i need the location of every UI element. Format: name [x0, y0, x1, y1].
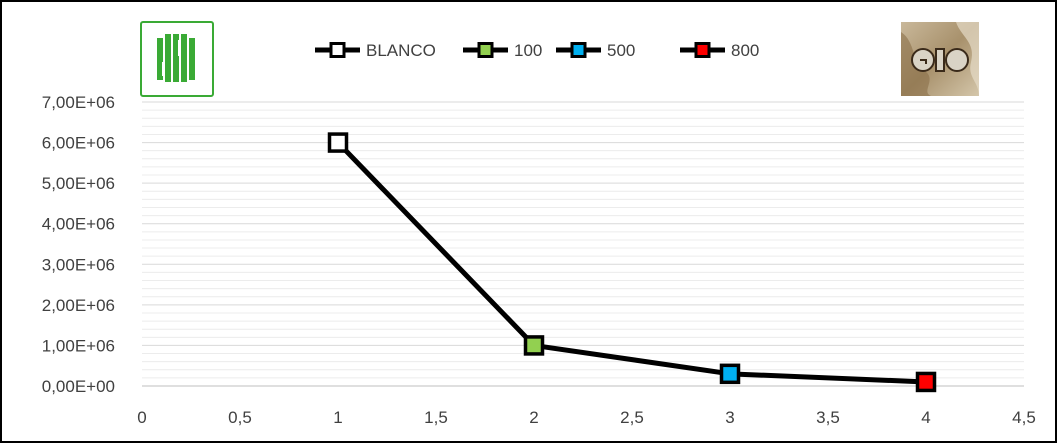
x-tick-label: 2,5: [620, 408, 644, 427]
data-point-marker: [719, 363, 741, 385]
legend-marker: [329, 42, 346, 58]
y-tick-label: 5,00E+06: [42, 174, 115, 193]
y-tick-label: 4,00E+06: [42, 215, 115, 234]
series-layer: [327, 132, 937, 393]
x-tick-label: 3: [725, 408, 734, 427]
y-tick-label: 1,00E+06: [42, 336, 115, 355]
x-tick-label: 4: [921, 408, 930, 427]
y-tick-label: 2,00E+06: [42, 296, 115, 315]
legend-label: 800: [731, 41, 759, 60]
x-axis-tick-labels: 0 0,5 1 1,5 2 2,5 3 3,5 4 4,5: [137, 408, 1036, 427]
legend-label: 100: [514, 41, 542, 60]
y-tick-label: 0,00E+00: [42, 377, 115, 396]
legend-label: 500: [607, 41, 635, 60]
x-tick-label: 2: [529, 408, 538, 427]
y-axis-tick-labels: 0,00E+00 1,00E+06 2,00E+06 3,00E+06 4,00E+06…: [42, 93, 115, 396]
legend-marker: [694, 42, 711, 58]
x-tick-label: 1: [333, 408, 342, 427]
legend: BLANCO 100 500 800: [315, 41, 759, 60]
legend-item: 500: [556, 41, 635, 60]
legend-label: BLANCO: [366, 41, 436, 60]
legend-item: 100: [463, 41, 542, 60]
uis-logo: [140, 21, 214, 97]
x-tick-label: 0: [137, 408, 146, 427]
x-tick-label: 0,5: [228, 408, 252, 427]
x-tick-label: 3,5: [816, 408, 840, 427]
data-point-marker: [523, 335, 545, 356]
legend-marker: [570, 42, 587, 58]
legend-item: BLANCO: [315, 41, 436, 60]
y-tick-label: 3,00E+06: [42, 255, 115, 274]
grid-layer: [142, 101, 1024, 387]
legend-item: 800: [680, 41, 759, 60]
gic-logo: [901, 22, 979, 96]
y-tick-label: 6,00E+06: [42, 134, 115, 153]
series-line: [336, 140, 927, 385]
x-tick-label: 1,5: [424, 408, 448, 427]
legend-marker: [477, 42, 494, 58]
data-point-marker: [915, 371, 937, 393]
x-tick-label: 4,5: [1012, 408, 1036, 427]
data-point-marker: [327, 132, 349, 153]
y-tick-label: 7,00E+06: [42, 93, 115, 112]
